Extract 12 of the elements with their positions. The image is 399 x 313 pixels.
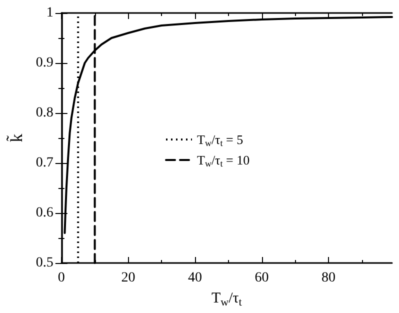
y-tick-label: 0.9 xyxy=(36,56,54,70)
y-tick-label: 0.5 xyxy=(36,256,54,270)
y-tick-label: 1 xyxy=(46,6,54,20)
x-tick-label: 80 xyxy=(322,270,336,286)
y-tick-label: 0.6 xyxy=(36,206,54,220)
x-tick-label: 60 xyxy=(254,270,269,286)
y-tick-label: 0.8 xyxy=(36,106,54,120)
x-tick-label: 0 xyxy=(58,270,65,286)
y-tick-label: 0.7 xyxy=(36,156,54,170)
x-tick-label: 20 xyxy=(121,270,136,286)
x-tick-label: 40 xyxy=(188,270,202,286)
y-axis-title: k̃ xyxy=(6,133,26,142)
